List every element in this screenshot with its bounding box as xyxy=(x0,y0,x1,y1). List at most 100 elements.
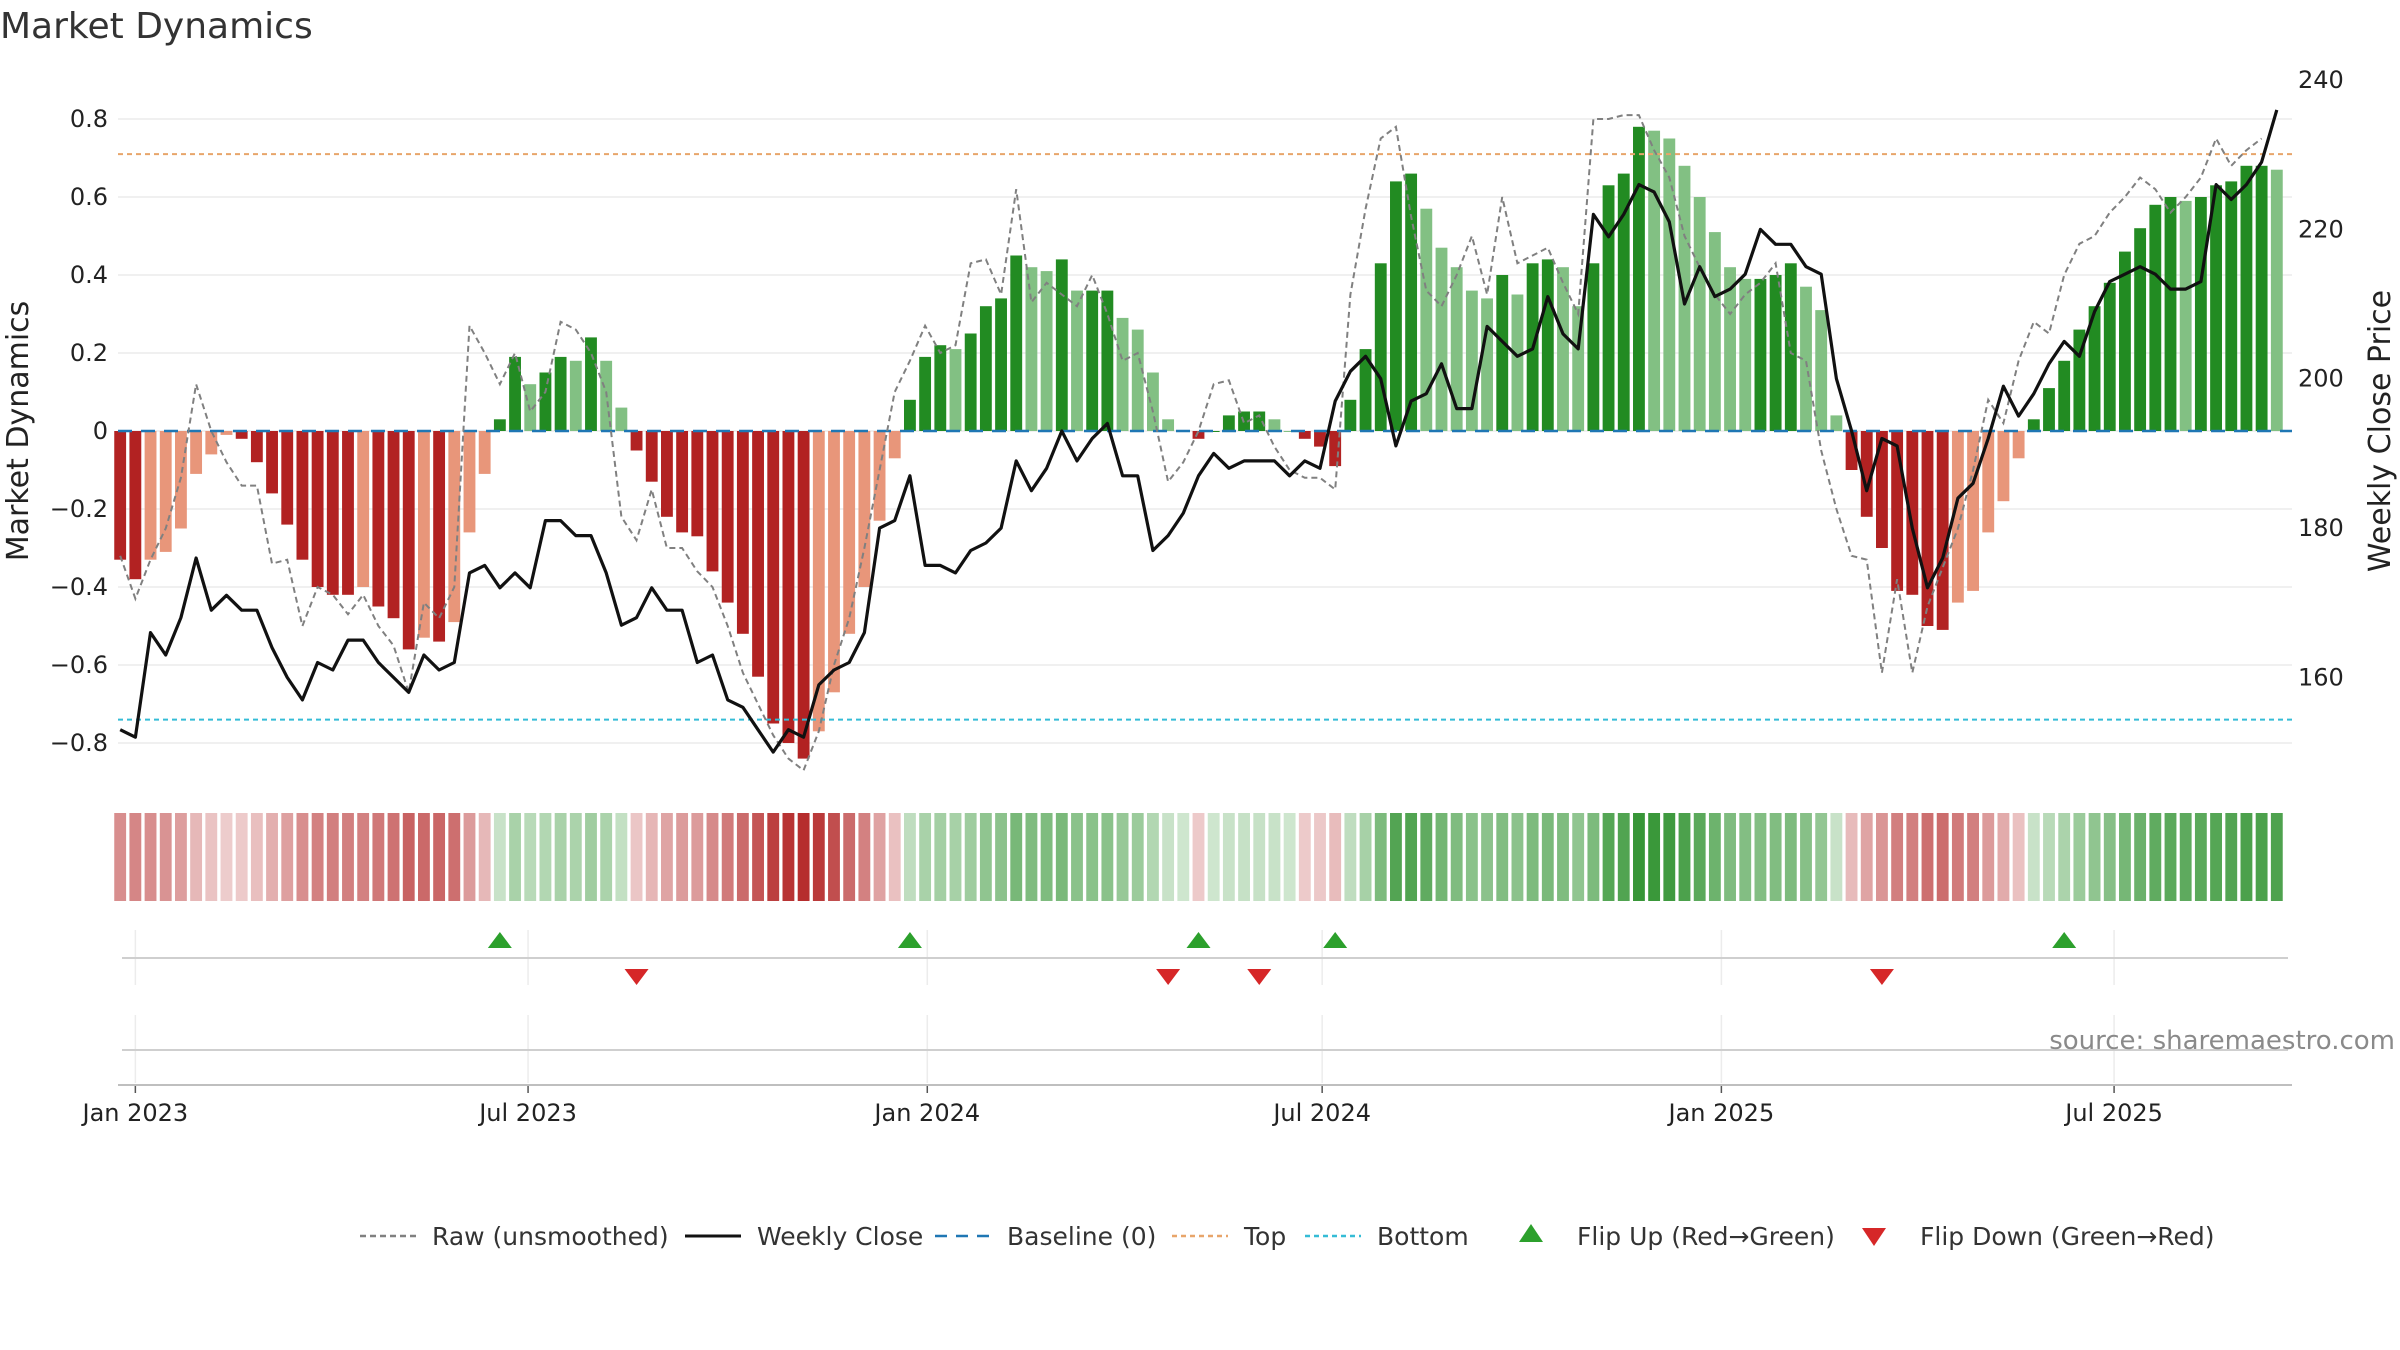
heat-cell xyxy=(1891,813,1904,901)
dynamics-bar xyxy=(1055,259,1068,431)
heat-cell xyxy=(1010,813,1023,901)
series-lines xyxy=(119,109,2279,772)
heat-cell xyxy=(1359,813,1372,901)
dynamics-bar xyxy=(1025,267,1038,431)
dynamics-bar xyxy=(1481,298,1493,431)
dynamics-bar xyxy=(1982,431,1995,533)
dynamics-bar xyxy=(524,384,537,431)
dynamics-bar xyxy=(1815,310,1828,431)
x-axis: Jan 2023 Jul 2023 Jan 2024 Jul 2024 Jan 2025… xyxy=(81,930,2292,1127)
right-tick-label: 200 xyxy=(2298,365,2344,393)
dynamics-bar xyxy=(1769,275,1782,431)
heat-cell xyxy=(1648,813,1661,901)
dynamics-bar xyxy=(1465,290,1478,431)
dynamics-bar xyxy=(797,431,810,759)
heat-cell xyxy=(1936,813,1949,901)
dynamics-bar xyxy=(1314,431,1326,447)
dynamics-bar xyxy=(2012,431,2025,459)
heat-cell xyxy=(175,813,187,901)
heat-cell xyxy=(721,813,734,901)
dynamics-bar xyxy=(2164,197,2177,431)
dynamics-bar xyxy=(159,431,172,552)
dynamics-bar xyxy=(812,431,825,732)
dynamics-bar xyxy=(979,306,992,431)
dynamics-bar xyxy=(220,431,233,435)
dynamics-bar xyxy=(2210,185,2222,431)
dynamics-bar xyxy=(1860,431,1873,517)
dynamics-bar xyxy=(585,337,597,431)
heat-cell xyxy=(190,813,203,901)
dynamics-bar xyxy=(418,431,430,638)
heat-cell xyxy=(1405,813,1418,901)
dynamics-bar xyxy=(1876,431,1888,548)
heat-cell xyxy=(661,813,673,901)
dynamics-bar xyxy=(2073,329,2086,431)
heat-cell xyxy=(812,813,825,901)
heat-cell xyxy=(250,813,263,901)
heat-cell xyxy=(1450,813,1463,901)
dynamics-bar xyxy=(1936,431,1949,630)
dynamics-bar xyxy=(888,431,901,459)
legend: Raw (unsmoothed) Weekly Close Baseline (0)… xyxy=(360,1222,2215,1251)
flip-up-marker xyxy=(2052,932,2077,948)
heat-cell xyxy=(1253,813,1266,901)
dynamics-bar xyxy=(1222,415,1235,431)
heat-cell xyxy=(1147,813,1159,901)
heat-cell xyxy=(1040,813,1053,901)
heat-cell xyxy=(1496,813,1509,901)
heat-cell xyxy=(1177,813,1190,901)
x-tick-label: Jul 2023 xyxy=(477,1099,577,1127)
dynamics-bar xyxy=(1162,419,1175,431)
heat-cell xyxy=(311,813,324,901)
heat-cell xyxy=(1101,813,1114,901)
dynamics-bar xyxy=(1587,263,1600,431)
dynamics-bar xyxy=(1754,278,1767,431)
heat-cell xyxy=(1374,813,1387,901)
dynamics-bar xyxy=(1268,419,1281,431)
dynamics-bar xyxy=(873,431,886,521)
dynamics-bar xyxy=(1784,263,1797,431)
dynamics-bar xyxy=(1344,399,1357,431)
flip-down-marker xyxy=(624,969,649,985)
heat-cell xyxy=(919,813,932,901)
dynamics-bar xyxy=(1359,349,1372,431)
dynamics-bar xyxy=(311,431,324,587)
heat-cell xyxy=(1526,813,1539,901)
heat-cell xyxy=(478,813,491,901)
heat-cell xyxy=(2103,813,2116,901)
heat-cell xyxy=(2088,813,2101,901)
dynamics-bar xyxy=(1951,431,1964,603)
dynamics-bar xyxy=(2134,228,2147,431)
heat-cell xyxy=(1192,813,1205,901)
dynamics-bar xyxy=(676,431,689,533)
dynamics-bar xyxy=(1541,259,1554,431)
heat-cell xyxy=(1815,813,1828,901)
heat-cell xyxy=(797,813,810,901)
heat-cell xyxy=(1557,813,1569,901)
legend-label: Raw (unsmoothed) xyxy=(432,1222,669,1251)
heat-cell xyxy=(1390,813,1402,901)
right-tick-label: 220 xyxy=(2298,215,2344,243)
dynamics-bar xyxy=(1557,267,1569,431)
heat-cell xyxy=(1997,813,2010,901)
heat-cell xyxy=(387,813,400,901)
heat-cell xyxy=(1283,813,1296,901)
heat-cell xyxy=(220,813,233,901)
heat-cell xyxy=(1025,813,1038,901)
heat-cell xyxy=(1982,813,1995,901)
dynamics-bar xyxy=(1967,431,1979,591)
dynamics-bar xyxy=(1405,173,1418,431)
heat-cell xyxy=(676,813,689,901)
heat-cell xyxy=(2225,813,2238,901)
dynamics-bar xyxy=(1693,197,1706,431)
flip-down-marker xyxy=(1247,969,1272,985)
dynamics-bar xyxy=(114,431,127,560)
dynamics-bar xyxy=(1800,286,1812,431)
left-tick-label: −0.6 xyxy=(50,651,108,679)
heat-cell xyxy=(1876,813,1888,901)
heat-cell xyxy=(1055,813,1068,901)
heat-cell xyxy=(539,813,552,901)
dynamics-bar xyxy=(782,431,795,743)
dynamics-bar xyxy=(144,431,157,560)
heat-cell xyxy=(767,813,780,901)
